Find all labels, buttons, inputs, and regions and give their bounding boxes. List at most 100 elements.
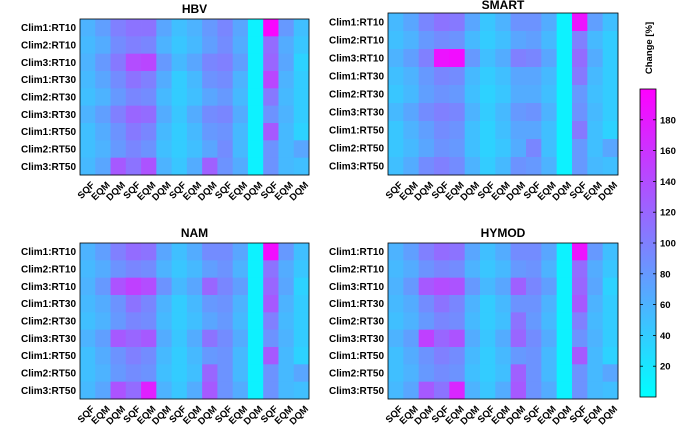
heatmap-cell [293, 260, 310, 279]
heatmap-cell [587, 312, 604, 331]
heatmap-cell [510, 347, 527, 365]
heatmap-cell [526, 85, 542, 104]
heatmap-cell [95, 329, 111, 348]
heatmap-cell [572, 67, 588, 86]
heatmap-cell [186, 140, 203, 159]
heatmap-cell [247, 19, 264, 37]
heatmap-cell [510, 295, 527, 313]
heatmap-cell [186, 36, 203, 55]
heatmap-cell [556, 364, 573, 383]
heatmap-cell [141, 157, 157, 176]
heatmap-cell [480, 85, 496, 104]
heatmap-cell [232, 295, 249, 313]
heatmap-cell [572, 49, 588, 68]
heatmap-cell [202, 364, 218, 383]
row-label: Clim1:RT10 [21, 23, 76, 34]
heatmap-cell [510, 329, 527, 348]
heatmap-cell [141, 88, 157, 107]
heatmap-cell [110, 71, 127, 89]
heatmap-cell [480, 67, 496, 86]
heatmap-cell [186, 312, 203, 331]
heatmap-cell [95, 312, 111, 331]
heatmap-cell [388, 49, 404, 68]
heatmap-cell [232, 347, 249, 365]
heatmap-cell [141, 347, 157, 365]
heatmap-cell [125, 295, 142, 313]
heatmap-cell [217, 312, 234, 331]
row-label: Clim3:RT50 [329, 162, 384, 173]
heatmap-cell [125, 329, 142, 348]
heatmap-cell [263, 329, 279, 348]
heatmap-cell [541, 329, 558, 348]
heatmap-cell [232, 105, 249, 124]
heatmap-cell [110, 277, 127, 296]
heatmap-cell [464, 49, 481, 68]
heatmap-cell [263, 312, 279, 331]
heatmap-cell [156, 277, 172, 296]
heatmap-cell [602, 243, 619, 261]
heatmap-cell [541, 157, 558, 176]
heatmap-cell [80, 295, 96, 313]
heatmap-cell [449, 103, 466, 122]
heatmap-cell [202, 329, 218, 348]
heatmap-cell [80, 71, 96, 89]
heatmap-cell [141, 312, 157, 331]
heatmap-cell [388, 157, 404, 176]
heatmap-cell [293, 140, 310, 159]
heatmap-cell [403, 260, 420, 279]
heatmap-cell [434, 139, 450, 158]
colorbar-tick-label: 140 [660, 177, 676, 188]
heatmap-cell [80, 105, 96, 124]
heatmap-cell [110, 381, 127, 400]
heatmap-cell [388, 103, 404, 122]
heatmap-cell [572, 329, 588, 348]
heatmap-cell [572, 139, 588, 158]
heatmap-cell [202, 123, 218, 141]
heatmap-cell [278, 243, 295, 261]
heatmap-cell [278, 381, 295, 400]
heatmap-cell [526, 243, 542, 261]
panel-title: SMART [482, 0, 525, 12]
heatmap-cell [125, 88, 142, 107]
heatmap-cell [434, 85, 450, 104]
heatmap-cell [418, 347, 435, 365]
row-label: Clim1:RT30 [329, 72, 384, 83]
heatmap-cell [156, 140, 172, 159]
heatmap-cell [293, 53, 310, 72]
heatmap-cell [202, 88, 218, 107]
heatmap-cell [80, 329, 96, 348]
heatmap-cell [495, 347, 512, 365]
heatmap-cell [80, 277, 96, 296]
heatmap-cell [247, 88, 264, 107]
heatmap-cell [156, 88, 172, 107]
heatmap-cell [125, 243, 142, 261]
heatmap-cell [449, 139, 466, 158]
heatmap-cell [110, 260, 127, 279]
heatmap-cell [125, 312, 142, 331]
heatmap-cell [495, 243, 512, 261]
heatmap-cell [95, 53, 111, 72]
heatmap-cell [80, 157, 96, 176]
heatmap-cell [232, 329, 249, 348]
heatmap-cell [293, 88, 310, 107]
heatmap-cell [510, 243, 527, 261]
heatmap-cell [110, 123, 127, 141]
heatmap-cell [95, 140, 111, 159]
heatmap-cell [418, 295, 435, 313]
heatmap-cell [449, 85, 466, 104]
heatmap-cell [480, 49, 496, 68]
heatmap-cell [171, 260, 188, 279]
heatmap-cell [464, 260, 481, 279]
heatmap-cell [434, 381, 450, 400]
heatmap-cell [156, 329, 172, 348]
heatmap-cell [541, 103, 558, 122]
heatmap-cell [464, 329, 481, 348]
heatmap-cell [572, 277, 588, 296]
heatmap-cell [403, 364, 420, 383]
heatmap-cell [526, 329, 542, 348]
heatmap-cell [95, 71, 111, 89]
heatmap-cell [388, 85, 404, 104]
heatmap-cell [434, 103, 450, 122]
panel-frame [79, 18, 310, 176]
heatmap-cell [495, 364, 512, 383]
